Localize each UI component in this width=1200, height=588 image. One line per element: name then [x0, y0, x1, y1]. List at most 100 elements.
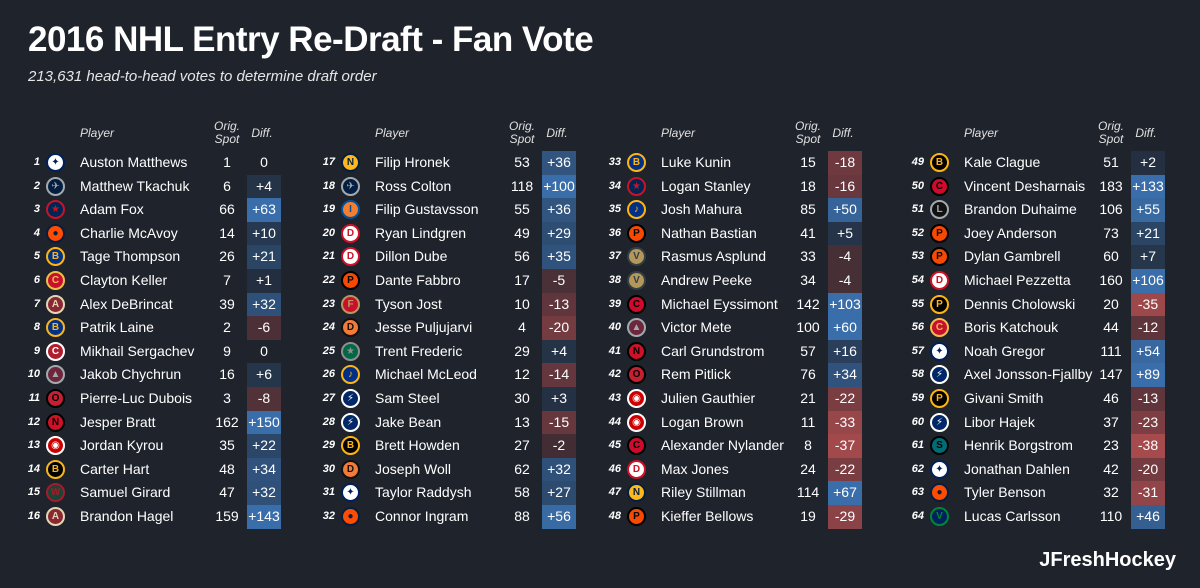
team-logo-icon: P: [930, 247, 949, 267]
pick-rank: 60: [911, 415, 924, 428]
player-name: Filip Gustavsson: [375, 201, 479, 218]
orig-spot-value: 162: [215, 413, 239, 430]
pick-rank: 5: [33, 250, 40, 263]
orig-spot-value: 57: [800, 342, 816, 359]
player-name: Adam Fox: [80, 201, 144, 218]
player-name: Lucas Carlsson: [964, 508, 1061, 524]
pick-rank: 11: [28, 392, 40, 404]
table-row: 60 ⚡ Libor Hajek 37 -23: [906, 410, 1186, 435]
orig-spot-value: 160: [1099, 272, 1123, 288]
orig-spot-value: 23: [1103, 437, 1119, 454]
player-name: Brandon Hagel: [80, 508, 174, 524]
diff-value: -18: [828, 151, 862, 175]
pick-rank: 14: [27, 462, 40, 475]
orig-spot-value: 30: [514, 390, 530, 406]
orig-spot-header: Orig. Spot: [1097, 119, 1124, 146]
pick-rank: 18: [322, 179, 335, 192]
player-name: Trent Frederic: [375, 342, 463, 359]
player-name: Taylor Raddysh: [375, 484, 472, 501]
table-row: 19 I Filip Gustavsson 55 +36: [317, 198, 597, 222]
player-name: Rasmus Asplund: [661, 248, 767, 265]
diff-value: +6: [247, 363, 281, 387]
player-name: Filip Hronek: [375, 154, 450, 170]
orig-spot-value: 1: [223, 154, 231, 170]
pick-rank: 24: [322, 321, 335, 334]
table-row: 52 P Joey Anderson 73 +21: [906, 221, 1186, 246]
player-name: Mikhail Sergachev: [80, 342, 195, 359]
orig-spot-value: 6: [223, 177, 231, 194]
table-row: 55 P Dennis Cholowski 20 -35: [906, 292, 1186, 317]
team-logo-icon: ▲: [46, 365, 65, 385]
player-header: Player: [661, 126, 696, 140]
player-name: Julien Gauthier: [661, 390, 756, 406]
diff-value: +63: [247, 198, 281, 222]
team-logo-icon: V: [627, 247, 646, 267]
pick-rank: 15: [27, 486, 40, 499]
player-name: Nathan Bastian: [661, 224, 757, 241]
page-subtitle: 213,631 head-to-head votes to determine …: [28, 68, 377, 85]
pick-rank: 2: [33, 179, 40, 192]
diff-value: +50: [828, 198, 862, 222]
diff-value: +34: [828, 363, 862, 387]
player-name: Ryan Lindgren: [375, 224, 467, 241]
diff-value: +55: [1131, 198, 1165, 222]
player-name: Max Jones: [661, 460, 729, 477]
team-logo-icon: N: [46, 412, 65, 432]
player-name: Pierre-Luc Dubois: [80, 390, 193, 406]
orig-spot-value: 88: [514, 508, 530, 524]
orig-spot-value: 53: [514, 154, 530, 170]
team-logo-icon: S: [930, 436, 949, 456]
pick-rank: 39: [608, 297, 621, 310]
team-logo-icon: A: [46, 507, 65, 526]
diff-value: +3: [542, 387, 576, 411]
diff-value: +21: [1131, 221, 1165, 246]
pick-rank: 33: [608, 156, 621, 168]
diff-value: +29: [542, 221, 576, 246]
team-logo-icon: N: [341, 153, 360, 172]
table-row: 42 O Rem Pitlick 76 +34: [603, 363, 883, 387]
orig-spot-value: 48: [219, 460, 235, 477]
orig-spot-value: 56: [514, 248, 530, 265]
table-row: 8 B Patrik Laine 2 -6: [22, 316, 302, 340]
orig-spot-value: 14: [219, 224, 235, 241]
team-logo-icon: ●: [341, 507, 360, 526]
orig-spot-value: 3: [223, 390, 231, 406]
diff-header: Diff.: [546, 126, 568, 140]
team-logo-icon: ✦: [930, 459, 949, 479]
diff-value: +34: [247, 457, 281, 482]
diff-header: Diff.: [251, 126, 273, 140]
pick-rank: 27: [322, 392, 335, 404]
player-name: Tyson Jost: [375, 295, 442, 312]
table-row: 34 ★ Logan Stanley 18 -16: [603, 174, 883, 199]
diff-value: -20: [1131, 457, 1165, 482]
player-name: Brandon Duhaime: [964, 201, 1077, 218]
diff-value: -29: [828, 505, 862, 529]
diff-value: +4: [247, 174, 281, 199]
diff-value: +36: [542, 151, 576, 175]
diff-value: +5: [828, 221, 862, 246]
table-row: 21 D Dillon Dube 56 +35: [317, 245, 597, 269]
player-name: Matthew Tkachuk: [80, 177, 190, 194]
pick-rank: 54: [911, 274, 924, 286]
team-logo-icon: P: [627, 223, 646, 243]
team-logo-icon: ★: [627, 176, 646, 196]
team-logo-icon: ♪: [341, 365, 360, 385]
team-logo-icon: V: [627, 271, 646, 290]
pick-rank: 8: [33, 321, 40, 334]
pick-rank: 13: [27, 439, 40, 452]
table-row: 30 D Joseph Woll 62 +32: [317, 457, 597, 482]
orig-spot-value: 15: [800, 154, 816, 170]
draft-column-4: Player Orig. Spot Diff. 49 B Kale Clague 51…: [906, 120, 1186, 540]
team-logo-icon: L: [930, 200, 949, 220]
diff-value: 0: [260, 154, 268, 170]
player-name: Jonathan Dahlen: [964, 460, 1070, 477]
pick-rank: 29: [322, 439, 335, 452]
team-logo-icon: C: [627, 436, 646, 456]
orig-spot-value: 51: [1103, 154, 1119, 170]
team-logo-icon: ✦: [341, 483, 360, 503]
diff-value: -23: [1131, 410, 1165, 435]
team-logo-icon: ▲: [627, 318, 646, 338]
team-logo-icon: P: [930, 389, 949, 408]
team-logo-icon: D: [341, 247, 360, 267]
diff-value: -15: [542, 410, 576, 435]
